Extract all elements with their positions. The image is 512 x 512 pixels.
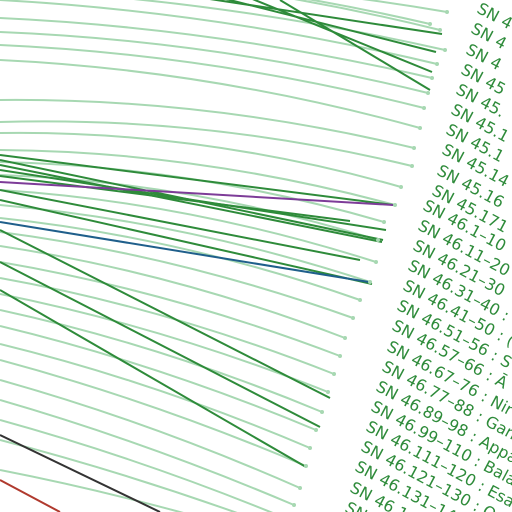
light-branch-edge [361, 0, 448, 13]
leaf-node [338, 354, 342, 358]
leaf-node [435, 62, 439, 66]
leaf-node [430, 76, 434, 80]
leaf-node [393, 203, 397, 207]
light-branch-edge [0, 44, 425, 109]
light-branch-edge [0, 17, 433, 79]
light-branch-edge [307, 0, 431, 25]
leaf-node [308, 446, 312, 450]
leaf-node [368, 280, 372, 284]
light-branch-edge [0, 343, 311, 449]
leaf-node [426, 91, 430, 95]
light-branch-edge [0, 419, 274, 512]
dark-branch-edge [0, 261, 321, 428]
light-branch-edge [0, 469, 184, 512]
leaf-node [445, 10, 449, 14]
red-branch-edge [0, 479, 61, 512]
dark-branch-edge [0, 199, 373, 285]
light-branch-edge [0, 98, 415, 149]
light-branch-edge [0, 149, 396, 206]
leaf-node [399, 185, 403, 189]
leaf-node [326, 390, 330, 394]
black-branch-edge [0, 434, 161, 512]
leaf-node [343, 336, 347, 340]
dark-branch-edge [0, 164, 383, 243]
leaf-node [292, 503, 296, 507]
blue-branch-edge [0, 221, 370, 283]
light-branch-edge [0, 217, 361, 301]
leaf-node [358, 298, 362, 302]
dark-branch-edge [0, 154, 395, 206]
leaf-node [412, 146, 416, 150]
light-branch-edge [0, 131, 402, 188]
light-branch-edge [0, 120, 413, 167]
light-branch-edge [0, 189, 377, 263]
edge-group [0, 0, 448, 512]
leaf-node [374, 260, 378, 264]
light-branch-edge [0, 399, 295, 506]
leaf-node [314, 428, 318, 432]
light-branch-edge [0, 293, 329, 393]
leaf-node [332, 372, 336, 376]
light-branch-edge [0, 59, 421, 129]
light-branch-edge [0, 325, 317, 431]
dark-branch-edge [0, 229, 331, 399]
light-branch-edge [0, 309, 323, 413]
dark-branch-edge [0, 189, 361, 261]
dark-branch-edge [252, 0, 433, 73]
dark-branch-edge [209, 0, 443, 35]
light-branch-edge [0, 439, 238, 512]
light-branch-edge [133, 0, 446, 51]
leaf-node [418, 126, 422, 130]
leaf-node [422, 106, 426, 110]
leaf-node [428, 22, 432, 26]
leaf-node [320, 410, 324, 414]
light-branch-edge [0, 231, 354, 319]
dark-branch-edge [0, 175, 351, 222]
light-branch-edge [0, 359, 307, 467]
dark-branch-edge [0, 289, 307, 468]
leaf-node [351, 316, 355, 320]
purple-branch-edge [0, 181, 394, 206]
dark-branch-edge [225, 0, 437, 53]
light-branch-edge [0, 261, 341, 357]
leaf-node [376, 238, 380, 242]
light-branch-edge [0, 277, 335, 375]
leaf-node [382, 220, 386, 224]
leaf-node [438, 28, 442, 32]
leaf-node-group [292, 10, 449, 507]
dark-branch-edge [279, 0, 431, 91]
leaf-node [443, 48, 447, 52]
light-branch-edge [0, 31, 429, 94]
leaf-node [298, 486, 302, 490]
leaf-node [304, 464, 308, 468]
leaf-node [410, 164, 414, 168]
light-branch-edge [0, 379, 301, 489]
light-branch-edge [294, 0, 441, 31]
